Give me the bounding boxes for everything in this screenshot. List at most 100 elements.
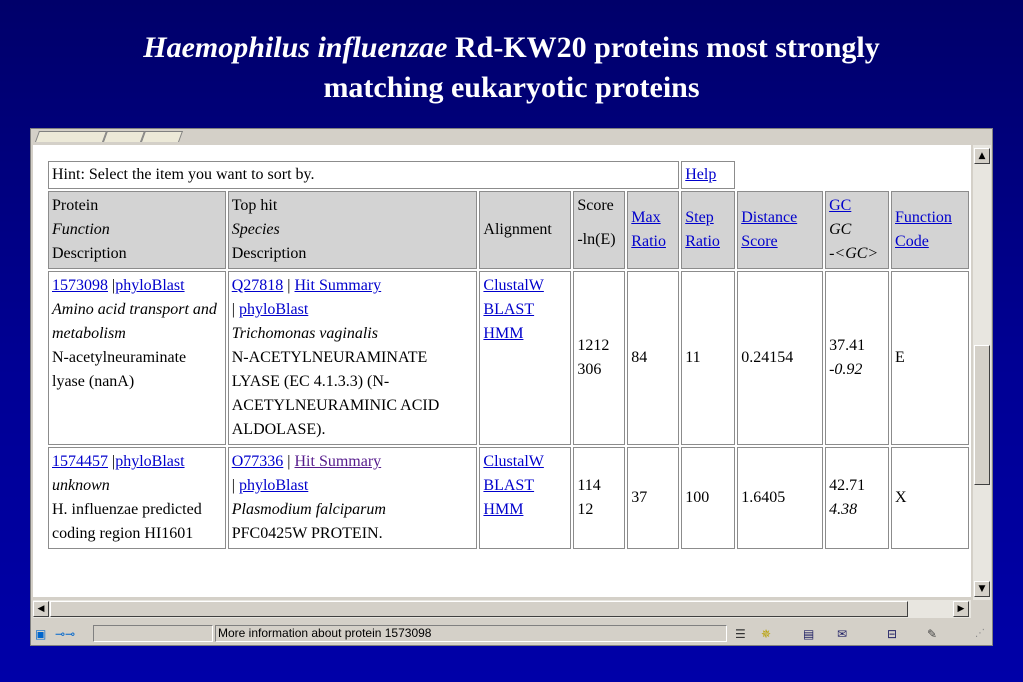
protein-description: H. influenzae predicted coding region HI… (52, 501, 202, 542)
header-alignment[interactable]: Alignment (479, 191, 572, 269)
protein-function: unknown (52, 477, 110, 494)
scroll-up-icon[interactable]: ▲ (974, 148, 990, 164)
hit-description: N-ACETYLNEURAMINATE LYASE (EC 4.1.3.3) (… (231, 349, 440, 438)
function-code-link[interactable]: Function Code (895, 209, 952, 250)
title-rest: Rd-KW20 proteins most strongly (447, 31, 880, 64)
header-top-hit-label: Top hit (231, 197, 278, 214)
composer-icon[interactable]: ⊟ (887, 627, 898, 641)
function-code-cell: E (891, 271, 969, 445)
hit-id-link[interactable]: Q27818 (231, 277, 284, 294)
scroll-down-icon[interactable]: ▼ (974, 581, 990, 597)
score-cell: 114 12 (573, 447, 626, 549)
status-bar: ▣ ⊸⊸ More information about protein 1573… (31, 623, 992, 645)
header-score-sub: -ln(E) (577, 231, 616, 248)
document-icon[interactable]: ▤ (803, 627, 815, 641)
scroll-left-icon[interactable]: ◀ (33, 601, 49, 617)
clustalw-link[interactable]: ClustalW (483, 453, 544, 470)
step-ratio-cell: 100 (681, 447, 736, 549)
browser-tab-2[interactable] (102, 131, 146, 142)
hint-cell: Hint: Select the item you want to sort b… (48, 161, 680, 189)
title-line-1: Haemophilus influenzae Rd-KW20 proteins … (0, 28, 1023, 68)
alignment-cell: ClustalW BLAST HMM (479, 271, 572, 445)
hit-summary-link[interactable]: Hit Summary (294, 453, 382, 470)
clustalw-link[interactable]: ClustalW (483, 277, 544, 294)
gc-value: 42.71 (829, 477, 866, 494)
header-gc-italic: GC (829, 221, 852, 238)
max-ratio-cell: 37 (627, 447, 680, 549)
pen-icon[interactable]: ✎ (927, 627, 938, 641)
browser-tab-1[interactable] (34, 131, 108, 142)
mail-icon[interactable]: ✉ (837, 627, 848, 641)
header-top-hit[interactable]: Top hit Species Description (227, 191, 478, 269)
protein-id-link[interactable]: 1574457 (52, 453, 108, 470)
hmm-link[interactable]: HMM (483, 501, 524, 518)
hit-phyloblast-link[interactable]: phyloBlast (238, 477, 309, 494)
header-hit-description-label: Description (231, 245, 307, 262)
resize-grip-icon[interactable]: ⋰ (975, 628, 985, 639)
page-icon[interactable]: ▣ (35, 627, 47, 641)
browser-tab-3[interactable] (140, 131, 184, 142)
step-ratio-line1: Step (685, 209, 714, 226)
hit-species: Plasmodium falciparum (231, 501, 386, 518)
vertical-scrollbar[interactable]: ▲ ▼ (973, 145, 991, 600)
help-link[interactable]: Help (685, 166, 717, 183)
horizontal-scrollbar[interactable]: ◀ ▶ (33, 600, 971, 618)
score-ln-value: 12 (577, 501, 594, 518)
max-ratio-link[interactable]: Max Ratio (631, 209, 666, 250)
header-protein-label: Protein (52, 197, 99, 214)
gc-link[interactable]: GC (829, 197, 852, 214)
header-gc[interactable]: GC GC -<GC> (825, 191, 890, 269)
help-cell: Help (681, 161, 736, 189)
distance-score-link[interactable]: Distance Score (741, 209, 797, 250)
distance-line2: Score (741, 233, 778, 250)
results-table: Hint: Select the item you want to sort b… (46, 159, 971, 551)
separator: | (283, 277, 295, 294)
score-value: 1212 (577, 337, 610, 354)
protein-cell: 1574457 |phyloBlast unknown H. influenza… (48, 447, 226, 549)
plugin-icon[interactable]: ✵ (761, 627, 772, 641)
distance-line1: Distance (741, 209, 798, 226)
protein-id-link[interactable]: 1573098 (52, 277, 108, 294)
step-ratio-cell: 11 (681, 271, 736, 445)
title-organism: Haemophilus influenzae (143, 31, 448, 64)
gc-cell: 37.41 -0.92 (825, 271, 890, 445)
score-cell: 1212 306 (573, 271, 626, 445)
scroll-right-icon[interactable]: ▶ (953, 601, 969, 617)
header-max-ratio[interactable]: Max Ratio (627, 191, 680, 269)
top-hit-cell: Q27818 | Hit Summary | phyloBlast Trichom… (227, 271, 478, 445)
blast-link[interactable]: BLAST (483, 301, 535, 318)
header-distance-score[interactable]: Distance Score (737, 191, 824, 269)
progress-box (93, 625, 213, 642)
gc-delta-value: -0.92 (829, 361, 863, 378)
phyloblast-link[interactable]: phyloBlast (115, 277, 185, 294)
header-function-label: Function (52, 221, 110, 238)
tab-strip (31, 129, 992, 143)
slide-title: Haemophilus influenzae Rd-KW20 proteins … (0, 28, 1023, 108)
header-function-code[interactable]: Function Code (891, 191, 969, 269)
hit-description: PFC0425W PROTEIN. (231, 525, 383, 542)
connection-icon[interactable]: ⊸⊸ (55, 627, 76, 641)
separator: | (231, 301, 239, 318)
distance-cell: 1.6405 (737, 447, 824, 549)
header-score[interactable]: Score -ln(E) (573, 191, 626, 269)
blast-link[interactable]: BLAST (483, 477, 535, 494)
horizontal-scroll-thumb[interactable] (50, 601, 908, 617)
vertical-scroll-thumb[interactable] (974, 345, 990, 485)
step-ratio-link[interactable]: Step Ratio (685, 209, 720, 250)
distance-cell: 0.24154 (737, 271, 824, 445)
phyloblast-link[interactable]: phyloBlast (115, 453, 185, 470)
hit-phyloblast-link[interactable]: phyloBlast (238, 301, 309, 318)
hit-id-link[interactable]: O77336 (231, 453, 284, 470)
hmm-link[interactable]: HMM (483, 325, 524, 342)
header-protein[interactable]: Protein Function Description (48, 191, 226, 269)
page-content: Hint: Select the item you want to sort b… (33, 145, 971, 597)
function-code-line1: Function (895, 209, 952, 226)
header-step-ratio[interactable]: Step Ratio (681, 191, 736, 269)
gc-value: 37.41 (829, 337, 866, 354)
hit-summary-link[interactable]: Hit Summary (294, 277, 382, 294)
function-code-cell: X (891, 447, 969, 549)
score-value: 114 (577, 477, 601, 494)
header-description-label: Description (52, 245, 127, 262)
max-ratio-line2: Ratio (631, 233, 666, 250)
security-icon[interactable]: ☰ (735, 627, 746, 641)
